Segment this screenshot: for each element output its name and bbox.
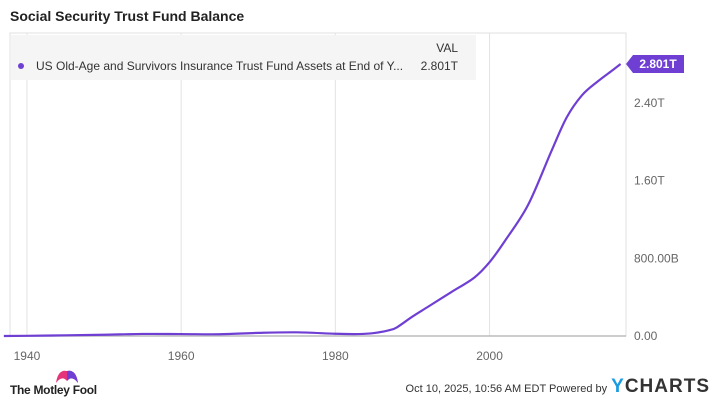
series-line <box>3 63 622 338</box>
legend-series-name: US Old-Age and Survivors Insurance Trust… <box>36 59 403 73</box>
chart-title: Social Security Trust Fund Balance <box>10 8 245 24</box>
y-tick-label: 1.60T <box>634 174 665 188</box>
legend-marker <box>18 63 24 69</box>
y-tick-label: 800.00B <box>634 251 679 265</box>
legend-header: VAL <box>436 41 458 55</box>
legend-box <box>11 35 476 80</box>
jester-hat-icon <box>56 370 78 383</box>
timestamp: Oct 10, 2025, 10:56 AM EDT Powered by <box>405 383 608 395</box>
last-value-label: 2.801T <box>639 57 677 71</box>
logo-text: The Motley Fool <box>10 383 97 397</box>
x-tick-label: 1980 <box>322 349 349 363</box>
x-tick-label: 1960 <box>168 349 195 363</box>
x-tick-label: 2000 <box>476 349 503 363</box>
footer-right: Oct 10, 2025, 10:56 AM EDT Powered by YC… <box>406 376 710 398</box>
legend-series-value: 2.801T <box>421 59 459 73</box>
last-value-tag <box>626 55 684 74</box>
y-tick-label: 2.40T <box>634 96 665 110</box>
motley-fool-logo: The Motley Fool <box>10 370 97 397</box>
y-tick-label: 0.00 <box>634 329 658 343</box>
x-tick-label: 1940 <box>14 349 41 363</box>
ycharts-logo: YCHARTS <box>611 376 710 397</box>
